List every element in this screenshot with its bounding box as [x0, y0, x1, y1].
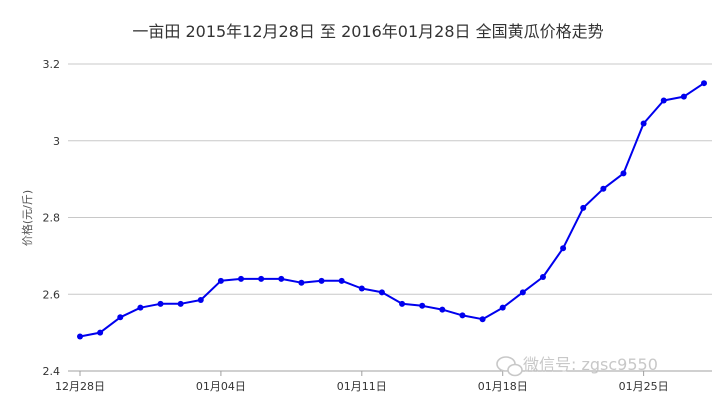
data-point[interactable] [117, 314, 124, 321]
y-tick-label: 3 [53, 135, 60, 148]
data-point[interactable] [177, 300, 184, 307]
grid [68, 63, 712, 372]
wechat-icon [496, 356, 523, 377]
y-axis-label: 价格(元/斤) [20, 190, 34, 246]
data-point[interactable] [258, 275, 265, 282]
data-point[interactable] [157, 300, 164, 307]
data-point[interactable] [459, 312, 466, 319]
x-tick-label: 01月18日 [478, 380, 528, 393]
series-line [79, 82, 705, 338]
data-point[interactable] [580, 204, 587, 211]
data-point[interactable] [640, 120, 647, 127]
data-point[interactable] [77, 333, 83, 340]
plot-area [77, 80, 707, 340]
data-point[interactable] [298, 279, 305, 286]
y-tick-label: 2.4 [43, 365, 61, 378]
data-point[interactable] [660, 97, 667, 104]
x-tick-label: 01月11日 [337, 380, 387, 393]
data-point[interactable] [560, 245, 567, 252]
data-point[interactable] [600, 185, 607, 192]
data-point[interactable] [680, 93, 687, 100]
data-point[interactable] [238, 275, 245, 282]
data-point[interactable] [278, 275, 285, 282]
data-point[interactable] [519, 289, 526, 296]
data-point[interactable] [217, 277, 224, 284]
data-point[interactable] [620, 170, 627, 177]
chart-title: 一亩田 2015年12月28日 至 2016年01月28日 全国黄瓜价格走势 [132, 22, 603, 41]
y-tick-label: 2.8 [43, 212, 61, 225]
data-point[interactable] [358, 285, 365, 292]
x-axis: 12月28日 01月04日 01月11日 01月18日 01月25日 [55, 370, 712, 393]
data-point[interactable] [539, 273, 546, 280]
data-point[interactable] [97, 329, 104, 336]
data-point[interactable] [499, 304, 506, 311]
watermark: 微信号: zgsc9550 [496, 355, 658, 377]
x-tick-label: 12月28日 [55, 380, 105, 393]
data-point[interactable] [338, 277, 345, 284]
data-point[interactable] [378, 289, 385, 296]
y-tick-label: 3.2 [43, 58, 61, 71]
x-tick-label: 01月04日 [196, 380, 246, 393]
data-point[interactable] [419, 302, 426, 309]
y-axis: 2.4 2.6 2.8 3 3.2 [43, 58, 61, 378]
data-point[interactable] [439, 306, 446, 313]
data-point[interactable] [479, 316, 486, 323]
x-tick-label: 01月25日 [619, 380, 669, 393]
data-point[interactable] [701, 80, 707, 87]
y-tick-label: 2.6 [43, 288, 61, 301]
data-point[interactable] [399, 300, 406, 307]
watermark-text: 微信号: zgsc9550 [523, 355, 658, 374]
data-point[interactable] [197, 297, 204, 304]
data-point[interactable] [137, 304, 144, 311]
data-point[interactable] [318, 277, 325, 284]
